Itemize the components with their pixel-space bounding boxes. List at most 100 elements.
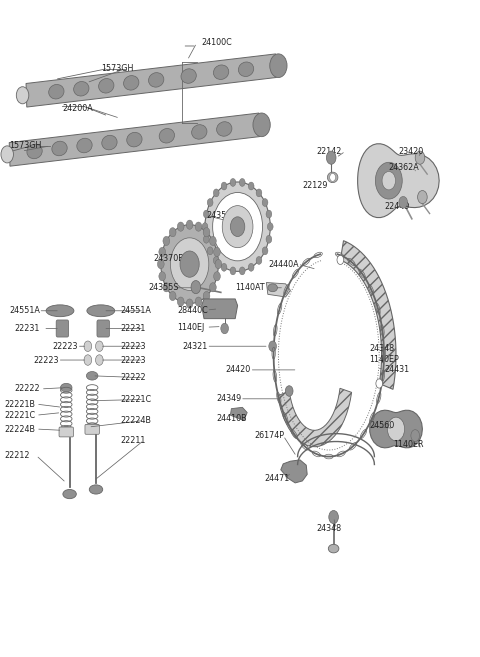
Ellipse shape	[87, 305, 115, 317]
FancyBboxPatch shape	[85, 424, 99, 434]
Text: 22221B: 22221B	[5, 399, 36, 409]
Circle shape	[210, 283, 216, 292]
Ellipse shape	[159, 129, 175, 143]
Text: 22212: 22212	[5, 451, 30, 460]
Circle shape	[382, 171, 396, 190]
Ellipse shape	[89, 485, 103, 494]
Circle shape	[161, 225, 218, 304]
Circle shape	[157, 260, 164, 269]
Circle shape	[204, 235, 209, 243]
Circle shape	[256, 189, 262, 197]
Circle shape	[376, 379, 383, 388]
Circle shape	[270, 54, 287, 78]
Circle shape	[186, 299, 193, 308]
Circle shape	[337, 256, 344, 265]
FancyBboxPatch shape	[97, 320, 109, 337]
Circle shape	[213, 189, 219, 197]
Polygon shape	[278, 388, 352, 447]
Circle shape	[214, 247, 220, 256]
Text: 22231: 22231	[14, 324, 40, 333]
Circle shape	[84, 341, 92, 351]
Text: 22222: 22222	[14, 384, 40, 394]
Text: 24321: 24321	[182, 342, 208, 351]
Ellipse shape	[73, 81, 89, 96]
Text: 1573GH: 1573GH	[10, 141, 42, 150]
Text: 22223: 22223	[34, 355, 59, 365]
Text: 24560: 24560	[370, 421, 395, 430]
Circle shape	[16, 87, 29, 104]
Text: 22129: 22129	[302, 181, 328, 190]
Ellipse shape	[60, 383, 72, 392]
Circle shape	[230, 267, 236, 275]
Circle shape	[222, 206, 253, 248]
Text: 1140EP: 1140EP	[370, 355, 399, 364]
Polygon shape	[202, 299, 238, 319]
Text: 26174P: 26174P	[254, 431, 284, 440]
Circle shape	[207, 198, 213, 206]
Circle shape	[285, 386, 293, 396]
Circle shape	[214, 272, 220, 281]
Circle shape	[170, 238, 209, 290]
Circle shape	[213, 256, 219, 264]
Circle shape	[248, 263, 254, 271]
Text: 24440A: 24440A	[269, 260, 300, 269]
Text: 1573GH: 1573GH	[101, 64, 133, 74]
Circle shape	[375, 162, 402, 199]
Circle shape	[215, 260, 222, 269]
Circle shape	[262, 198, 268, 206]
Ellipse shape	[86, 372, 98, 380]
Circle shape	[84, 355, 92, 365]
FancyBboxPatch shape	[56, 320, 69, 337]
Polygon shape	[340, 240, 396, 390]
Ellipse shape	[148, 73, 164, 87]
Circle shape	[248, 182, 254, 190]
Text: 24370B: 24370B	[154, 254, 184, 263]
Circle shape	[159, 272, 166, 281]
Circle shape	[253, 113, 270, 137]
Circle shape	[262, 247, 268, 255]
Circle shape	[169, 227, 176, 237]
Text: 22224B: 22224B	[5, 424, 36, 434]
Text: 24431: 24431	[384, 365, 409, 374]
Circle shape	[418, 191, 427, 204]
Text: 22449: 22449	[384, 202, 409, 212]
Circle shape	[221, 263, 227, 271]
Circle shape	[330, 173, 336, 181]
Circle shape	[169, 292, 176, 301]
Ellipse shape	[98, 79, 114, 93]
Polygon shape	[26, 54, 276, 107]
Circle shape	[415, 151, 425, 164]
Circle shape	[96, 355, 103, 365]
Ellipse shape	[327, 172, 338, 183]
Text: 24350D: 24350D	[206, 211, 238, 220]
Circle shape	[195, 222, 202, 231]
Ellipse shape	[77, 138, 92, 153]
Circle shape	[326, 151, 336, 164]
Polygon shape	[266, 283, 290, 297]
Text: 22222: 22222	[120, 373, 145, 382]
Text: 22221C: 22221C	[120, 395, 151, 404]
Circle shape	[96, 341, 103, 351]
Text: 24410B: 24410B	[216, 414, 247, 423]
Text: 22224B: 22224B	[120, 416, 151, 425]
Circle shape	[163, 237, 169, 246]
Text: 24420: 24420	[226, 365, 251, 374]
Circle shape	[269, 341, 276, 351]
Polygon shape	[9, 113, 260, 166]
Ellipse shape	[214, 65, 229, 79]
Circle shape	[195, 297, 202, 306]
Text: 24551A: 24551A	[120, 306, 151, 315]
Circle shape	[177, 222, 184, 231]
Ellipse shape	[127, 132, 142, 147]
Text: 24551A: 24551A	[10, 306, 40, 315]
Text: 24349: 24349	[216, 394, 241, 403]
Circle shape	[202, 223, 208, 231]
Circle shape	[240, 179, 245, 187]
Text: 28440C: 28440C	[178, 306, 208, 315]
Polygon shape	[230, 407, 247, 420]
Ellipse shape	[328, 544, 339, 553]
Circle shape	[1, 146, 13, 163]
Circle shape	[266, 210, 272, 218]
Ellipse shape	[239, 62, 254, 76]
Text: 24348: 24348	[317, 524, 342, 533]
